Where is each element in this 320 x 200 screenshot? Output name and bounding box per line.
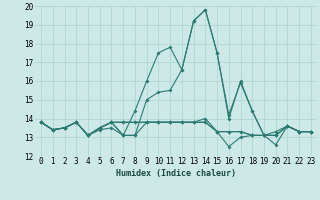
X-axis label: Humidex (Indice chaleur): Humidex (Indice chaleur) bbox=[116, 169, 236, 178]
